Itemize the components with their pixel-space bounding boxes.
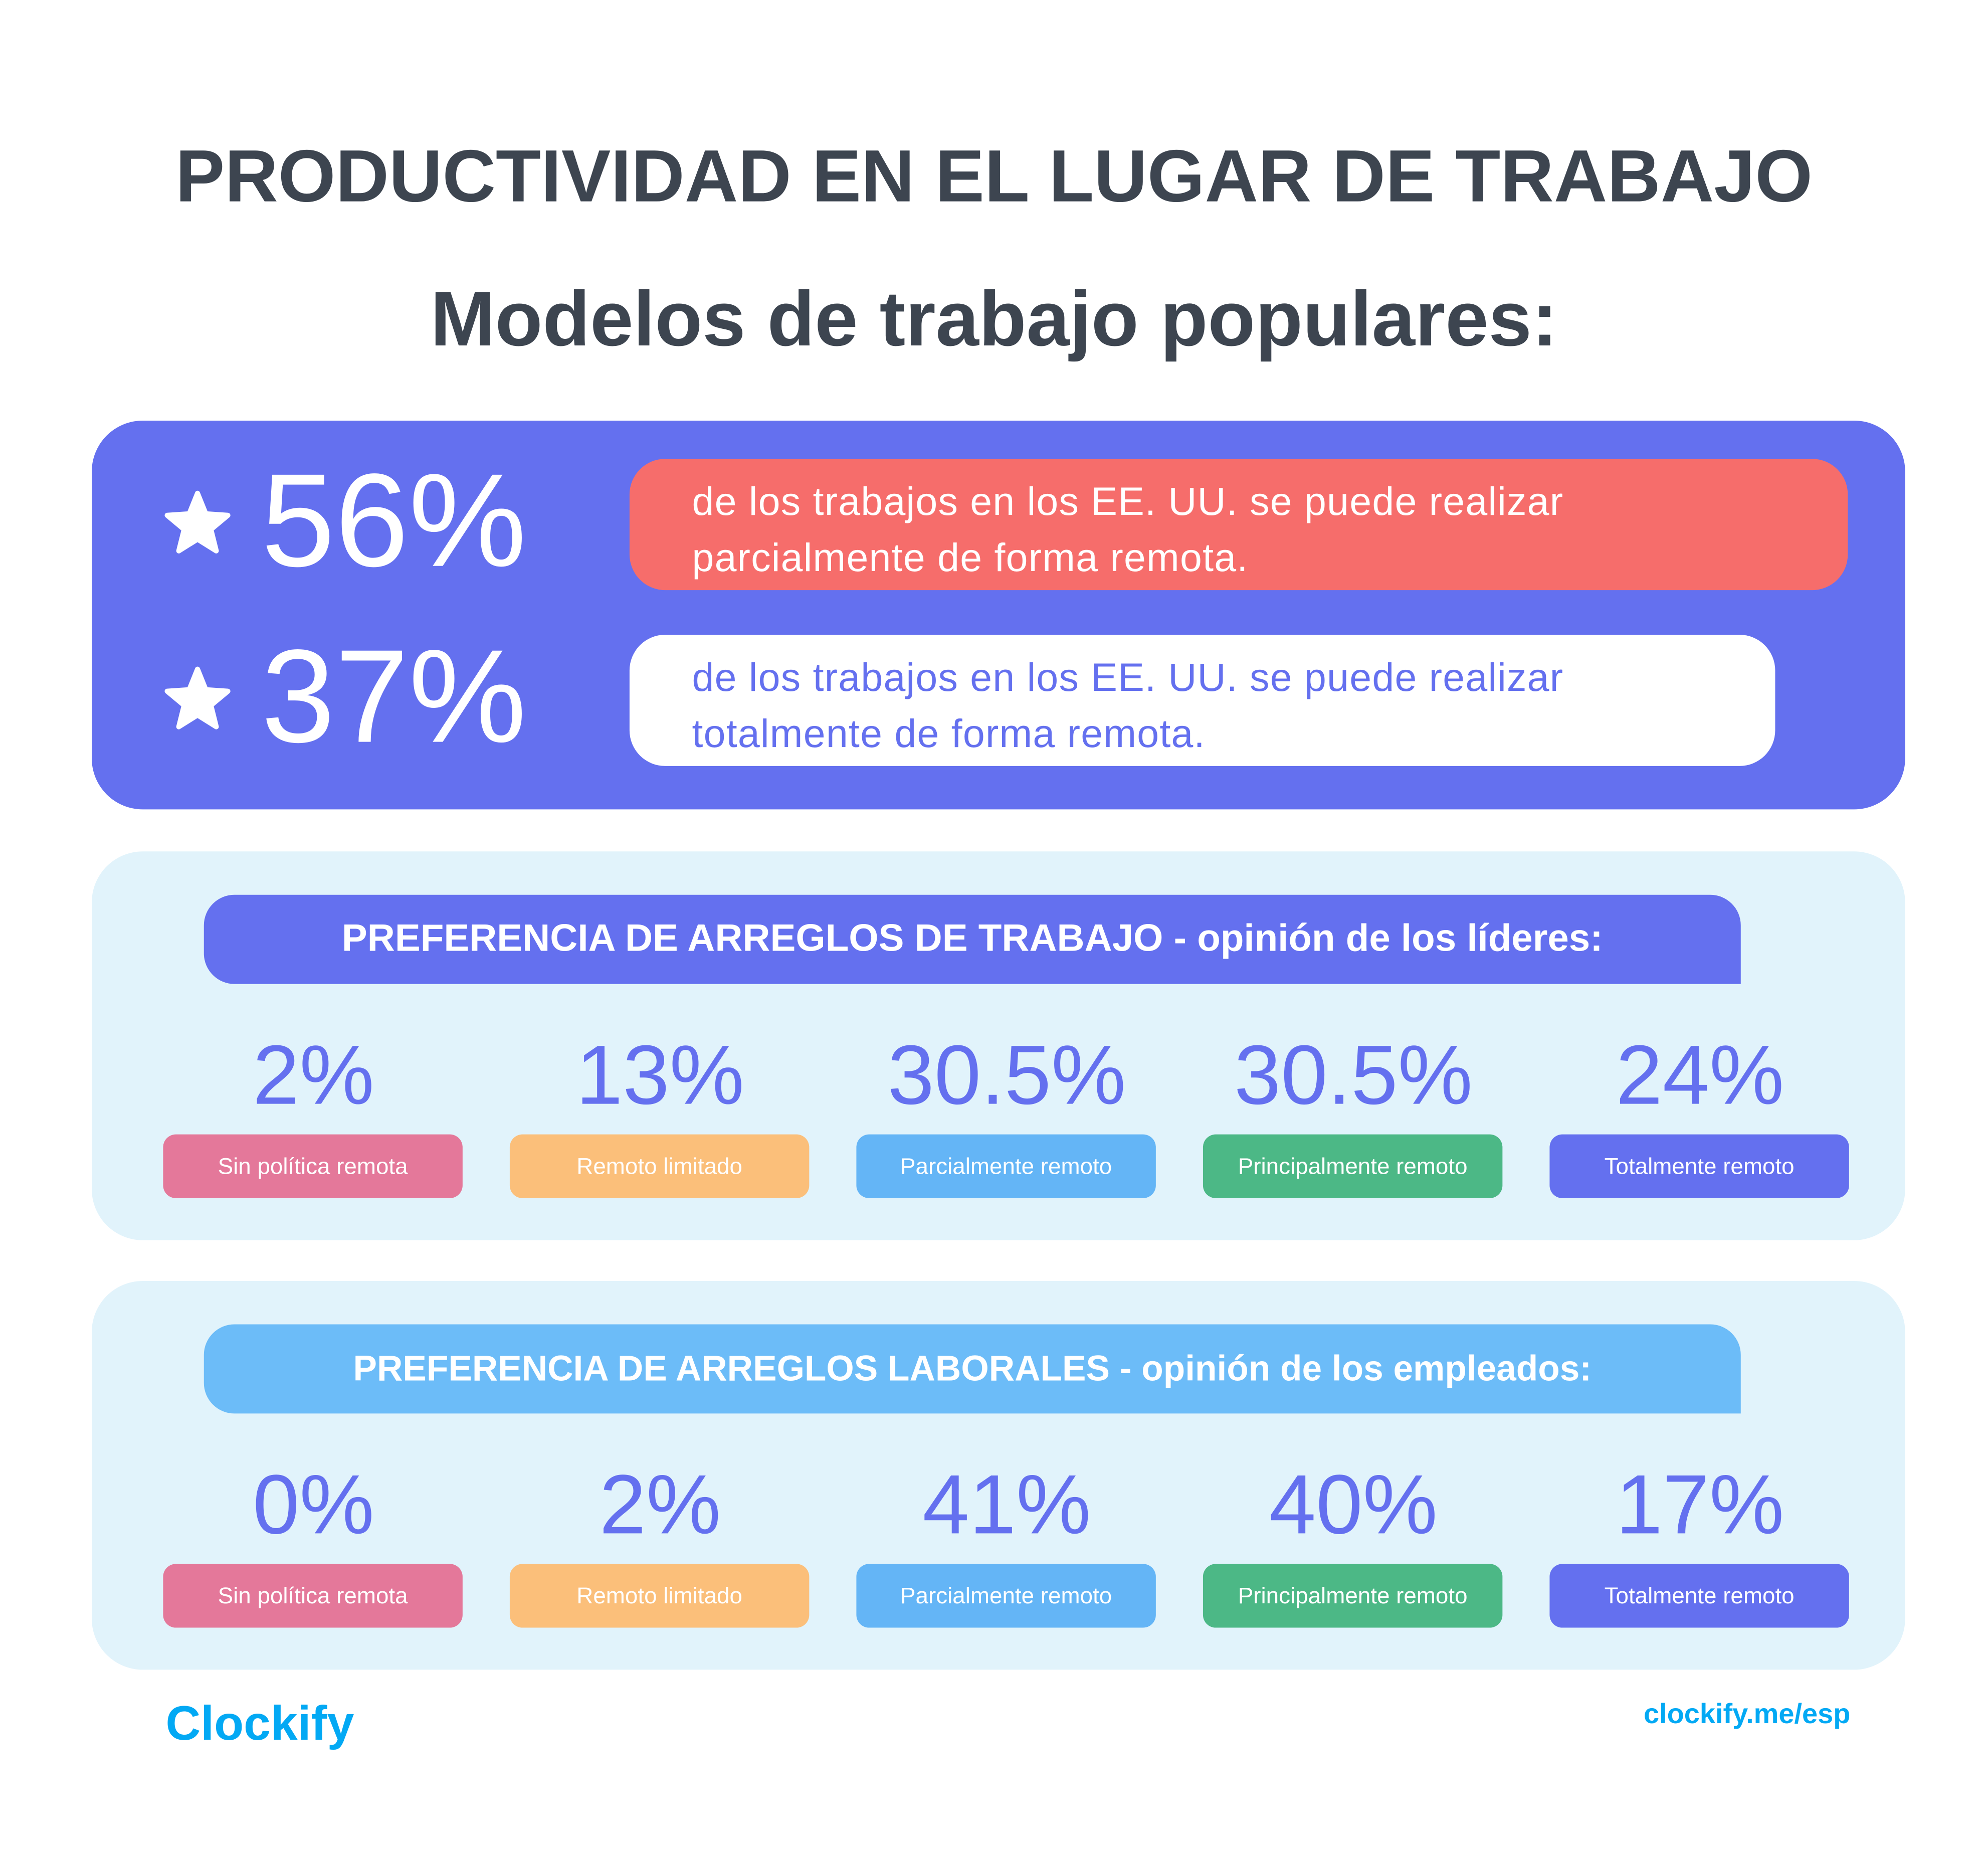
percentage: 2% xyxy=(599,1456,721,1551)
subtitle: Modelos de trabajo populares: xyxy=(430,275,1558,362)
percentage: 30.5% xyxy=(887,1027,1126,1122)
big-stat: 56% xyxy=(261,447,527,596)
logo: Clockify xyxy=(165,1698,354,1752)
percentage: 41% xyxy=(922,1456,1091,1551)
percentage: 40% xyxy=(1269,1456,1438,1551)
stat-description: de los trabajos en los EE. UU. se puede … xyxy=(629,635,1775,766)
category-label: Parcialmente remoto xyxy=(856,1134,1156,1198)
percentage: 30.5% xyxy=(1234,1027,1473,1122)
percentage: 17% xyxy=(1616,1456,1784,1551)
percentage: 24% xyxy=(1616,1027,1784,1122)
big-stat: 37% xyxy=(261,623,527,772)
section-header: PREFERENCIA DE ARREGLOS LABORALES - opin… xyxy=(204,1324,1741,1414)
description-line: totalmente de forma remota. xyxy=(692,711,1206,756)
category-label: Totalmente remoto xyxy=(1549,1564,1849,1628)
url: clockify.me/esp xyxy=(1643,1698,1851,1730)
category-label: Sin política remota xyxy=(163,1564,463,1628)
star-icon xyxy=(164,490,231,553)
description-line: parcialmente de forma remota. xyxy=(692,535,1249,580)
category-label: Parcialmente remoto xyxy=(856,1564,1156,1628)
percentage: 0% xyxy=(253,1456,374,1551)
stat-description: de los trabajos en los EE. UU. se puede … xyxy=(629,459,1848,591)
percentage: 2% xyxy=(253,1027,374,1122)
category-label: Totalmente remoto xyxy=(1549,1134,1849,1198)
description-line: de los trabajos en los EE. UU. se puede … xyxy=(692,655,1564,700)
category-label: Principalmente remoto xyxy=(1203,1564,1503,1628)
title: PRODUCTIVIDAD EN EL LUGAR DE TRABAJO xyxy=(175,135,1813,218)
category-label: Principalmente remoto xyxy=(1203,1134,1503,1198)
star-icon xyxy=(164,666,231,729)
section-header: PREFERENCIA DE ARREGLOS DE TRABAJO - opi… xyxy=(204,894,1741,984)
category-label: Remoto limitado xyxy=(509,1134,810,1198)
percentage: 13% xyxy=(575,1027,744,1122)
category-label: Remoto limitado xyxy=(509,1564,810,1628)
description-line: de los trabajos en los EE. UU. se puede … xyxy=(692,479,1564,524)
category-label: Sin política remota xyxy=(163,1134,463,1198)
